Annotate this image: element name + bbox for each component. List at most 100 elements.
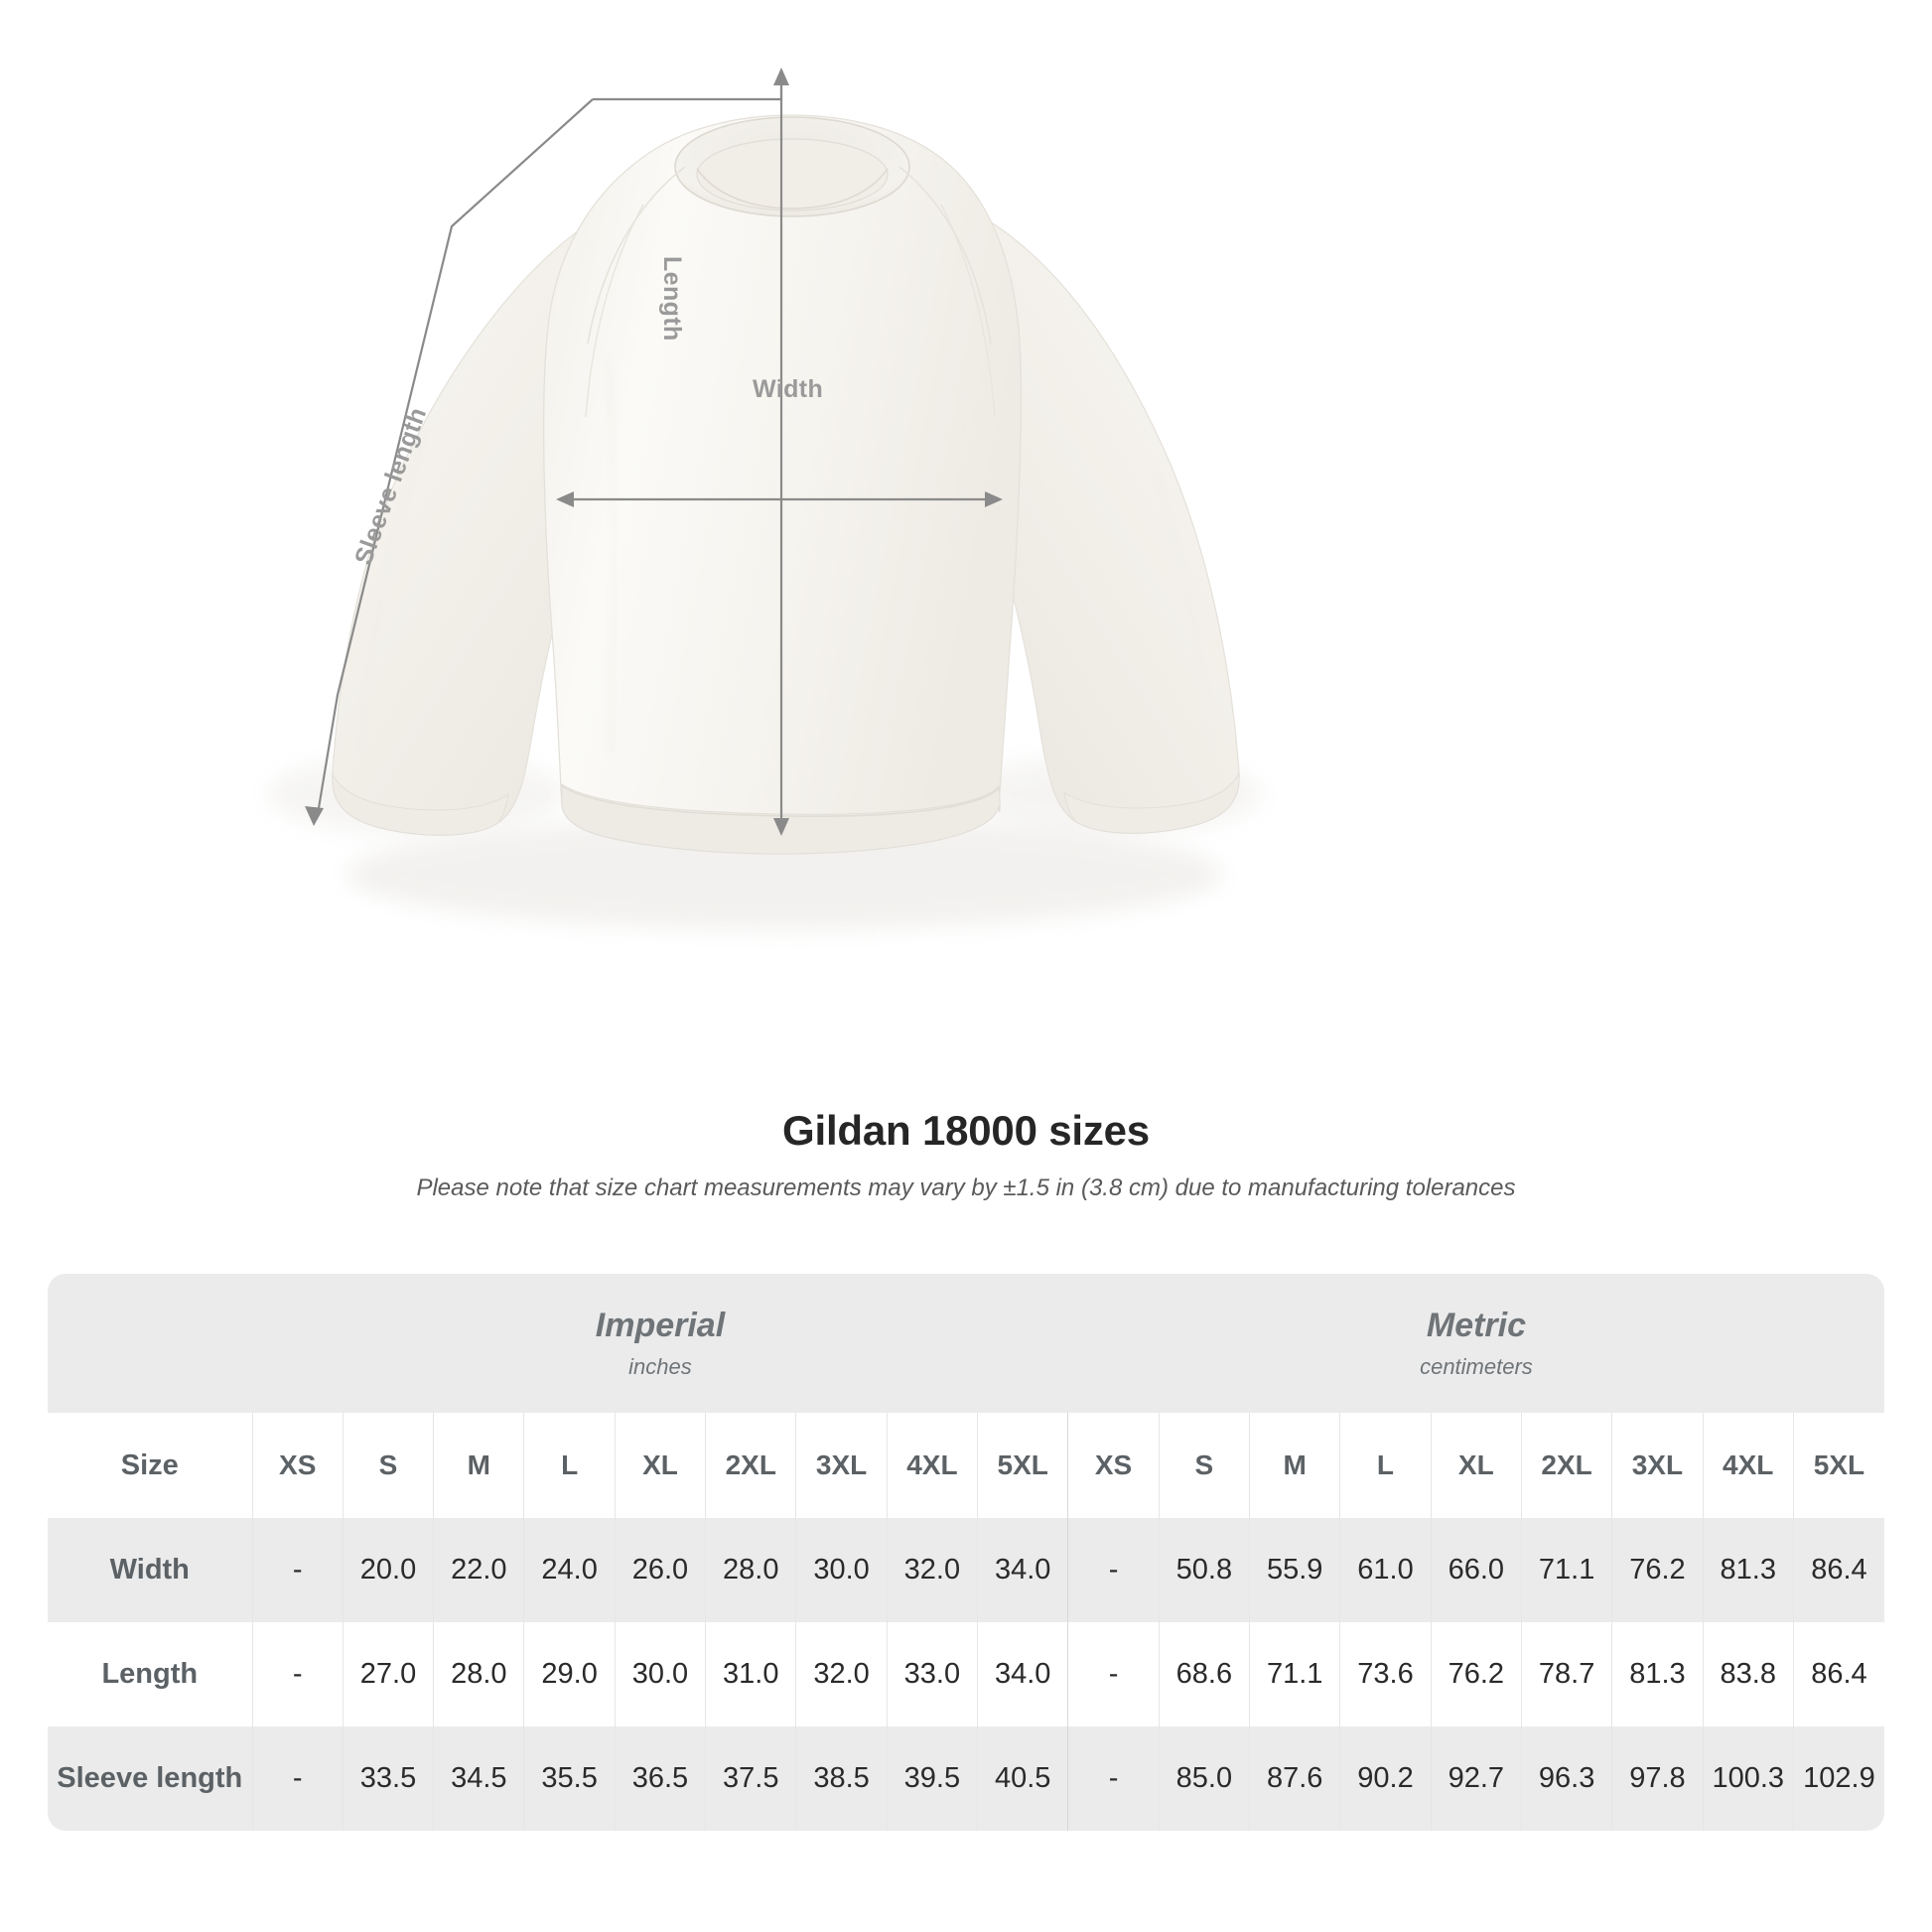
cell: 97.8 bbox=[1611, 1726, 1704, 1831]
size-col-metric-3xl: 3XL bbox=[1611, 1413, 1704, 1518]
cell: 28.0 bbox=[705, 1518, 796, 1622]
cell: 90.2 bbox=[1339, 1726, 1432, 1831]
arrow-down-bottom bbox=[773, 818, 789, 836]
cell: 30.0 bbox=[795, 1518, 888, 1622]
cell: 87.6 bbox=[1249, 1726, 1340, 1831]
size-col-imperial-l: L bbox=[523, 1413, 616, 1518]
arrow-right-width bbox=[985, 491, 1003, 507]
arrow-left-width bbox=[556, 491, 574, 507]
metric-label: Metric bbox=[1426, 1307, 1527, 1345]
size-col-imperial-xl: XL bbox=[614, 1413, 706, 1518]
cell: - bbox=[1067, 1622, 1160, 1726]
cell: 27.0 bbox=[342, 1622, 434, 1726]
cell: 55.9 bbox=[1249, 1518, 1340, 1622]
cell: 32.0 bbox=[886, 1518, 978, 1622]
cell: 34.5 bbox=[433, 1726, 524, 1831]
row-label-sleeve-length: Sleeve length bbox=[48, 1726, 253, 1831]
cell: 76.2 bbox=[1430, 1622, 1522, 1726]
arrow-down-sleeve bbox=[305, 806, 324, 826]
cell: 71.1 bbox=[1249, 1622, 1340, 1726]
cell: 83.8 bbox=[1702, 1622, 1794, 1726]
size-table: Imperial inches Metric centimeters Size … bbox=[48, 1274, 1884, 1831]
cell: 22.0 bbox=[433, 1518, 524, 1622]
table-row: Length - 27.0 28.0 29.0 30.0 31.0 32.0 3… bbox=[48, 1622, 1884, 1726]
cell: 39.5 bbox=[886, 1726, 978, 1831]
metric-unit: centimeters bbox=[1420, 1353, 1533, 1379]
row-label-width: Width bbox=[48, 1518, 253, 1622]
cell: 26.0 bbox=[614, 1518, 706, 1622]
cell: 102.9 bbox=[1792, 1726, 1884, 1831]
cell: 20.0 bbox=[342, 1518, 434, 1622]
cell: 34.0 bbox=[977, 1622, 1068, 1726]
product-diagram: Length Width Sleeve length bbox=[268, 68, 1261, 929]
size-col-imperial-5xl: 5XL bbox=[977, 1413, 1068, 1518]
imperial-unit: inches bbox=[628, 1353, 692, 1379]
size-col-metric-4xl: 4XL bbox=[1702, 1413, 1794, 1518]
size-col-imperial-m: M bbox=[433, 1413, 524, 1518]
cell: 71.1 bbox=[1520, 1518, 1612, 1622]
size-col-metric-m: M bbox=[1249, 1413, 1340, 1518]
imperial-group-header: Imperial inches bbox=[252, 1274, 1068, 1413]
unit-header-row: Imperial inches Metric centimeters bbox=[48, 1274, 1884, 1413]
cell: 33.5 bbox=[342, 1726, 434, 1831]
imperial-label: Imperial bbox=[595, 1307, 726, 1345]
size-col-metric-l: L bbox=[1339, 1413, 1432, 1518]
cell: 34.0 bbox=[977, 1518, 1068, 1622]
cell: 31.0 bbox=[705, 1622, 796, 1726]
cell: - bbox=[251, 1622, 344, 1726]
chart-heading: Gildan 18000 sizes Please note that size… bbox=[0, 1107, 1932, 1202]
cell: 50.8 bbox=[1158, 1518, 1250, 1622]
cell: 68.6 bbox=[1158, 1622, 1250, 1726]
cell: 35.5 bbox=[523, 1726, 616, 1831]
cell: 85.0 bbox=[1158, 1726, 1250, 1831]
cell: 38.5 bbox=[795, 1726, 888, 1831]
cell: 24.0 bbox=[523, 1518, 616, 1622]
size-header-label: Size bbox=[48, 1413, 253, 1518]
cell: - bbox=[1067, 1518, 1160, 1622]
cell: 28.0 bbox=[433, 1622, 524, 1726]
cell: 96.3 bbox=[1520, 1726, 1612, 1831]
size-col-imperial-2xl: 2XL bbox=[705, 1413, 796, 1518]
cell: - bbox=[1067, 1726, 1160, 1831]
cell: 73.6 bbox=[1339, 1622, 1432, 1726]
cell: 37.5 bbox=[705, 1726, 796, 1831]
cell: 66.0 bbox=[1430, 1518, 1522, 1622]
page-title: Gildan 18000 sizes bbox=[782, 1107, 1150, 1154]
unit-spacer-cell bbox=[48, 1274, 253, 1413]
size-col-imperial-4xl: 4XL bbox=[886, 1413, 978, 1518]
cell: - bbox=[251, 1518, 344, 1622]
size-header-row: Size XS S M L XL 2XL 3XL 4XL 5XL XS S M … bbox=[48, 1413, 1884, 1518]
cell: 36.5 bbox=[614, 1726, 706, 1831]
cell: 81.3 bbox=[1702, 1518, 1794, 1622]
cell: 32.0 bbox=[795, 1622, 888, 1726]
tolerance-note: Please note that size chart measurements… bbox=[416, 1174, 1516, 1201]
size-col-imperial-3xl: 3XL bbox=[795, 1413, 888, 1518]
measurement-annotations bbox=[305, 68, 1003, 836]
size-col-metric-xs: XS bbox=[1067, 1413, 1160, 1518]
cell: 29.0 bbox=[523, 1622, 616, 1726]
cell: 81.3 bbox=[1611, 1622, 1704, 1726]
cell: 100.3 bbox=[1702, 1726, 1794, 1831]
size-col-imperial-xs: XS bbox=[251, 1413, 344, 1518]
cell: 92.7 bbox=[1430, 1726, 1522, 1831]
size-col-metric-s: S bbox=[1158, 1413, 1250, 1518]
cell: 33.0 bbox=[886, 1622, 978, 1726]
length-annotation-label: Length bbox=[658, 256, 686, 342]
table-row: Sleeve length - 33.5 34.5 35.5 36.5 37.5… bbox=[48, 1726, 1884, 1831]
cell: 40.5 bbox=[977, 1726, 1068, 1831]
cell: 86.4 bbox=[1792, 1518, 1884, 1622]
cell: 61.0 bbox=[1339, 1518, 1432, 1622]
size-col-metric-5xl: 5XL bbox=[1792, 1413, 1884, 1518]
size-table-container: Imperial inches Metric centimeters Size … bbox=[48, 1274, 1884, 1831]
size-col-metric-xl: XL bbox=[1430, 1413, 1522, 1518]
metric-group-header: Metric centimeters bbox=[1067, 1274, 1884, 1413]
size-col-imperial-s: S bbox=[342, 1413, 434, 1518]
arrow-up-top bbox=[773, 68, 789, 85]
cell: 30.0 bbox=[614, 1622, 706, 1726]
row-label-length: Length bbox=[48, 1622, 253, 1726]
size-col-metric-2xl: 2XL bbox=[1520, 1413, 1612, 1518]
table-row: Width - 20.0 22.0 24.0 26.0 28.0 30.0 32… bbox=[48, 1518, 1884, 1622]
cell: 78.7 bbox=[1520, 1622, 1612, 1726]
cell: 86.4 bbox=[1792, 1622, 1884, 1726]
